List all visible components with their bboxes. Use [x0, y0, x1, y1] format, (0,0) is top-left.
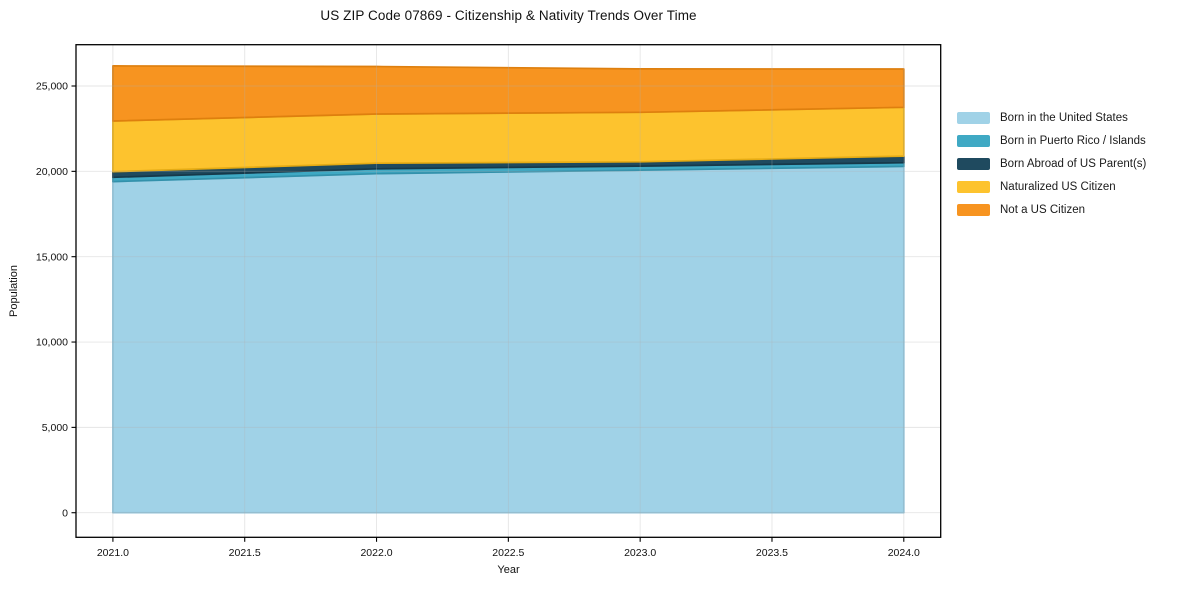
chart-title: US ZIP Code 07869 - Citizenship & Nativi… — [320, 8, 697, 23]
x-tick-label: 2021.0 — [97, 547, 129, 559]
legend-swatch — [957, 134, 990, 147]
area-not-a-us-citizen — [112, 65, 905, 122]
y-tick-label: 20,000 — [36, 166, 68, 178]
legend-label: Born in Puerto Rico / Islands — [1000, 134, 1146, 147]
y-tick-label: 15,000 — [36, 251, 68, 263]
x-tick-label: 2023.5 — [756, 547, 788, 559]
legend-label: Naturalized US Citizen — [1000, 180, 1116, 193]
legend-item: Born Abroad of US Parent(s) — [957, 152, 1146, 175]
x-tick-label: 2021.5 — [229, 547, 261, 559]
legend-swatch — [957, 180, 990, 193]
x-tick-label: 2022.5 — [492, 547, 524, 559]
legend-swatch — [957, 111, 990, 124]
y-tick-label: 5,000 — [42, 422, 68, 434]
y-axis-label: Population — [8, 265, 20, 317]
y-tick-label: 0 — [62, 507, 68, 519]
y-tick-label: 25,000 — [36, 81, 68, 93]
x-tick-label: 2024.0 — [888, 547, 920, 559]
legend-swatch — [957, 157, 990, 170]
legend-item: Naturalized US Citizen — [957, 175, 1146, 198]
legend-item: Not a US Citizen — [957, 198, 1146, 221]
legend-item: Born in the United States — [957, 106, 1146, 129]
legend-item: Born in Puerto Rico / Islands — [957, 129, 1146, 152]
x-axis-label: Year — [497, 564, 520, 576]
legend-label: Born in the United States — [1000, 111, 1128, 124]
legend-swatch — [957, 203, 990, 216]
y-tick-label: 10,000 — [36, 337, 68, 349]
x-tick-label: 2022.0 — [360, 547, 392, 559]
legend-label: Born Abroad of US Parent(s) — [1000, 157, 1147, 170]
x-tick-label: 2023.0 — [624, 547, 656, 559]
legend-label: Not a US Citizen — [1000, 203, 1086, 216]
legend: Born in the United States Born in Puerto … — [957, 106, 1146, 221]
